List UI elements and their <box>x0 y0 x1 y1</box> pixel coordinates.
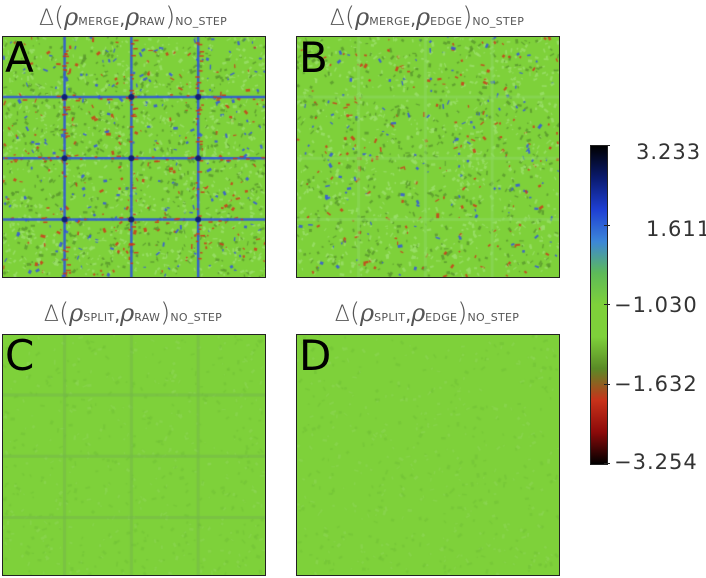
open-paren: ( <box>349 298 360 328</box>
colorbar-tick <box>604 384 610 385</box>
rho2-subscript: EDGE <box>425 311 458 324</box>
rho2-subscript: RAW <box>139 15 166 28</box>
rho-symbol: ρ <box>69 299 84 327</box>
rho-symbol: ρ <box>411 299 426 327</box>
rho1-subscript: SPLIT <box>374 311 406 324</box>
rho-symbol: ρ <box>355 3 370 31</box>
rho-symbol: ρ <box>415 3 431 31</box>
panel-letter-b: B <box>299 36 328 82</box>
rho-symbol: ρ <box>120 299 135 327</box>
close-paren: ) <box>462 2 473 32</box>
open-paren: ( <box>344 2 356 32</box>
delta-symbol: Δ <box>38 6 55 31</box>
panel-d: D <box>296 334 560 576</box>
title-subscript: NO_STEP <box>170 311 223 324</box>
rho-symbol: ρ <box>64 3 79 31</box>
panel-title-c: Δ(ρSPLIT,ρRAW)NO_STEP <box>2 298 264 328</box>
rho2-subscript: RAW <box>134 311 161 324</box>
delta-symbol: Δ <box>329 6 345 31</box>
panel-title-b: Δ(ρMERGE,ρEDGE)NO_STEP <box>296 2 558 32</box>
close-paren: ) <box>160 298 171 328</box>
colorbar-tick <box>604 145 610 146</box>
field-image-c <box>3 335 265 575</box>
panel-letter-c: C <box>5 334 35 380</box>
panel-letter-a: A <box>5 36 34 82</box>
close-paren: ) <box>457 298 468 328</box>
field-image-a <box>3 37 265 277</box>
comma: , <box>119 9 126 30</box>
colorbar-label-lower: −1.632 <box>614 372 698 396</box>
colorbar-tick <box>604 463 610 464</box>
panel-title-a: Δ(ρMERGE,ρRAW)NO_STEP <box>2 2 264 32</box>
title-subscript: NO_STEP <box>467 311 520 324</box>
title-subscript: NO_STEP <box>472 15 525 28</box>
colorbar-label-max: 3.233 <box>636 140 702 164</box>
comma: , <box>410 9 416 30</box>
panel-letter-d: D <box>299 334 332 380</box>
rho1-subscript: MERGE <box>369 15 411 28</box>
colorbar-label-mid: −1.030 <box>614 293 698 317</box>
close-paren: ) <box>165 2 176 32</box>
rho-symbol: ρ <box>360 299 375 327</box>
rho1-subscript: SPLIT <box>83 311 115 324</box>
open-paren: ( <box>58 298 70 328</box>
colorbar-label-min: −3.254 <box>614 450 698 474</box>
comma: , <box>114 305 121 326</box>
colorbar-tick <box>604 225 610 226</box>
title-subscript: NO_STEP <box>175 15 228 28</box>
comma: , <box>405 305 412 326</box>
rho-symbol: ρ <box>125 3 140 31</box>
rho2-subscript: EDGE <box>430 15 463 28</box>
panel-a: A <box>2 36 266 278</box>
open-paren: ( <box>54 2 65 32</box>
delta-symbol: Δ <box>334 302 350 327</box>
panel-b: B <box>296 36 560 278</box>
panel-c: C <box>2 334 266 576</box>
colorbar-label-upper: 1.611 <box>646 217 706 241</box>
panel-title-d: Δ(ρSPLIT,ρEDGE)NO_STEP <box>296 298 558 328</box>
colorbar <box>590 145 608 465</box>
field-image-d <box>297 335 559 575</box>
field-image-b <box>297 37 559 277</box>
colorbar-tick <box>604 304 610 305</box>
rho1-subscript: MERGE <box>78 15 120 28</box>
delta-symbol: Δ <box>43 302 59 327</box>
